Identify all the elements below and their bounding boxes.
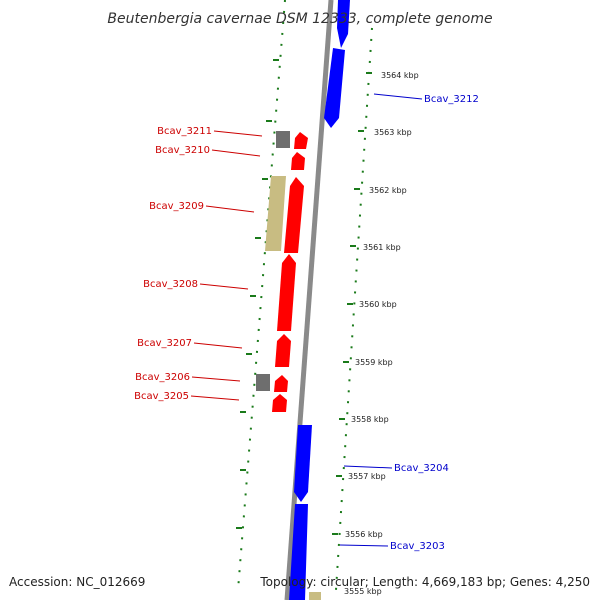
gene-arrow[interactable] xyxy=(289,504,308,600)
leader-line xyxy=(211,149,261,157)
tick-track xyxy=(236,0,373,591)
other-feature[interactable] xyxy=(265,176,286,251)
genome-backbone xyxy=(284,0,334,600)
leader-line xyxy=(191,376,241,382)
pseudo-feature[interactable] xyxy=(276,131,290,148)
gene-arrow[interactable] xyxy=(272,394,287,412)
gene-label[interactable]: Bcav_3210 xyxy=(155,145,210,156)
other-feature[interactable] xyxy=(309,592,321,600)
gene-arrow[interactable] xyxy=(337,0,350,48)
gene-label[interactable]: Bcav_3211 xyxy=(157,126,212,137)
leader-line xyxy=(199,283,249,290)
gene-arrow[interactable] xyxy=(294,425,312,502)
leader-line xyxy=(190,395,240,401)
gene-label[interactable]: Bcav_3209 xyxy=(149,201,204,212)
leader-line xyxy=(213,130,263,137)
gene-arrow[interactable] xyxy=(277,254,296,331)
gene-label[interactable]: Bcav_3204 xyxy=(394,463,449,474)
gene-label[interactable]: Bcav_3207 xyxy=(137,338,192,349)
inner-dashed-track xyxy=(237,0,286,591)
kbp-label: 3557 kbp xyxy=(348,472,386,481)
kbp-label: 3556 kbp xyxy=(345,530,383,539)
gene-label[interactable]: Bcav_3205 xyxy=(134,391,189,402)
forward-strand-genes xyxy=(289,0,350,600)
kbp-label: 3560 kbp xyxy=(359,300,397,309)
gene-label[interactable]: Bcav_3208 xyxy=(143,279,198,290)
page-title: Beutenbergia cavernae DSM 12333, complet… xyxy=(107,11,492,27)
reverse-strand-genes xyxy=(256,131,321,600)
outer-dashed-track xyxy=(335,27,373,591)
forward-gene-labels: Bcav_3212 Bcav_3204 Bcav_3203 xyxy=(339,93,479,552)
kbp-label: 3558 kbp xyxy=(351,415,389,424)
genome-summary-text: Topology: circular; Length: 4,669,183 bp… xyxy=(259,575,590,589)
kbp-labels: 3564 kbp 3563 kbp 3562 kbp 3561 kbp 3560… xyxy=(344,71,419,596)
gene-arrow[interactable] xyxy=(294,132,308,149)
kbp-label: 3564 kbp xyxy=(381,71,419,80)
kbp-label: 3562 kbp xyxy=(369,186,407,195)
reverse-gene-labels: Bcav_3211 Bcav_3210 Bcav_3209 Bcav_3208 … xyxy=(134,126,263,402)
leader-line xyxy=(343,465,393,469)
kbp-label: 3559 kbp xyxy=(355,358,393,367)
gene-arrow[interactable] xyxy=(284,177,304,253)
leader-line xyxy=(205,205,255,213)
leader-line xyxy=(193,342,243,349)
kbp-label: 3561 kbp xyxy=(363,243,401,252)
leader-line xyxy=(339,544,389,547)
gene-arrow[interactable] xyxy=(291,152,305,170)
gene-label[interactable]: Bcav_3206 xyxy=(135,372,190,383)
kbp-label: 3563 kbp xyxy=(374,128,412,137)
pseudo-feature[interactable] xyxy=(256,374,270,391)
gene-label[interactable]: Bcav_3203 xyxy=(390,541,445,552)
accession-text: Accession: NC_012669 xyxy=(9,575,145,589)
kbp-label: 3555 kbp xyxy=(344,587,382,596)
gene-arrow[interactable] xyxy=(324,48,345,128)
gene-label[interactable]: Bcav_3212 xyxy=(424,94,479,105)
gene-arrow[interactable] xyxy=(274,375,288,392)
leader-line xyxy=(373,93,423,100)
gene-arrow[interactable] xyxy=(275,334,291,367)
